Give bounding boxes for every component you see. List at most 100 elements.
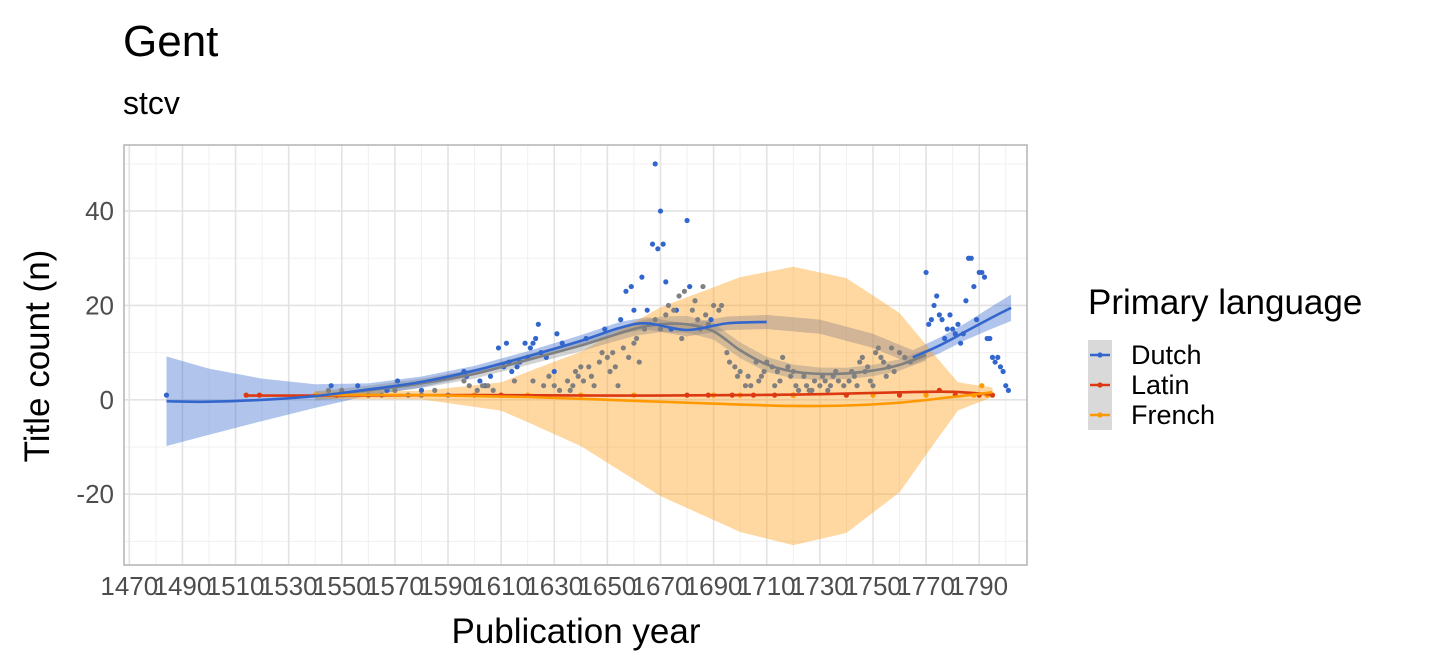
overall-data-point (578, 364, 584, 370)
overall-data-point (867, 378, 873, 384)
dutch-data-point (652, 161, 658, 167)
overall-smooth-line (315, 322, 927, 398)
dutch-data-point (979, 269, 985, 276)
x-tick-label: 1670 (632, 571, 690, 601)
dutch-data-point (355, 383, 361, 389)
y-tick-label: 40 (85, 196, 114, 226)
legend-label-dutch: Dutch (1131, 340, 1202, 370)
overall-data-point (530, 378, 536, 384)
x-axis-ticks: 1470149015101530155015701590161016301650… (100, 571, 1008, 601)
overall-data-point (572, 368, 579, 375)
x-tick-label: 1610 (472, 571, 530, 601)
dutch-data-point (973, 317, 980, 323)
y-tick-label: 0 (100, 385, 114, 415)
dutch-data-point (971, 283, 977, 290)
overall-data-point (732, 364, 738, 370)
overall-data-point (873, 350, 879, 356)
dutch-smooth-line-tail (912, 306, 1012, 359)
dutch-data-point (950, 326, 956, 332)
overall-data-point (811, 378, 818, 384)
overall-data-point (556, 387, 563, 393)
overall-data-point (591, 383, 597, 389)
dutch-data-point (942, 335, 948, 342)
y-axis-ticks: -20 0 20 40 (76, 196, 114, 509)
overall-data-point (392, 387, 398, 393)
overall-data-point (724, 350, 730, 356)
x-tick-label: 1490 (154, 571, 212, 601)
dutch-data-point (939, 317, 945, 323)
dutch-data-point (968, 255, 974, 261)
dutch-data-point (503, 340, 510, 346)
overall-data-point (676, 293, 682, 299)
dutch-data-point (559, 340, 565, 346)
overall-data-point (490, 387, 496, 393)
overall-data-point (772, 383, 778, 389)
dutch-data-point (328, 383, 334, 389)
overall-data-point (777, 378, 783, 384)
x-tick-label: 1710 (738, 571, 796, 601)
overall-data-point (825, 387, 831, 393)
dutch-data-point (944, 326, 950, 332)
overall-data-point (575, 373, 581, 379)
x-tick-label: 1790 (950, 571, 1008, 601)
dutch-data-point (687, 283, 693, 290)
dutch-data-point (623, 288, 629, 294)
overall-data-point (737, 368, 743, 375)
overall-data-point (716, 307, 722, 313)
overall-data-point (859, 354, 865, 360)
chart-title: Gent (123, 17, 218, 66)
overall-data-point (827, 383, 834, 389)
overall-confidence-band (315, 315, 927, 401)
overall-data-point (761, 368, 767, 375)
overall-data-point (891, 368, 897, 375)
major-gridlines (124, 145, 1027, 565)
x-tick-label: 1690 (685, 571, 743, 601)
overall-data-point (636, 359, 642, 365)
legend-label-latin: Latin (1131, 370, 1190, 400)
dutch-data-point (535, 321, 541, 327)
dutch-data-point (1005, 387, 1012, 393)
overall-data-point (570, 383, 576, 389)
overall-data-point (888, 345, 895, 351)
x-tick-label: 1730 (791, 571, 849, 601)
overall-data-point (817, 383, 823, 389)
french-smooth-line (315, 390, 993, 408)
dutch-data-point (527, 345, 533, 351)
dutch-data-point (708, 317, 714, 323)
dutch-data-point (628, 283, 634, 290)
y-axis-title: Title count (n) (18, 250, 57, 463)
overall-data-point (612, 364, 618, 370)
plot-panel (123, 144, 1028, 566)
data-points (163, 161, 1012, 398)
overall-data-point (599, 350, 605, 356)
dutch-data-point (995, 354, 1001, 360)
x-tick-label: 1630 (525, 571, 583, 601)
dutch-data-point (418, 387, 425, 393)
overall-data-point (671, 307, 677, 313)
dutch-data-point (981, 274, 988, 280)
overall-data-point (745, 373, 751, 379)
overall-data-point (325, 387, 332, 393)
overall-data-point (785, 364, 791, 370)
overall-data-point (896, 350, 903, 356)
dutch-data-point (1000, 368, 1006, 375)
chart-subtitle: stcv (123, 85, 180, 121)
overall-data-point (788, 373, 794, 379)
dutch-data-point (495, 345, 502, 351)
overall-data-point (586, 364, 592, 370)
dutch-data-point (923, 269, 929, 276)
overall-data-point (793, 383, 799, 389)
overall-data-point (835, 378, 842, 384)
latin-data-point (896, 392, 903, 398)
overall-data-point (633, 335, 640, 342)
dutch-data-point (663, 279, 669, 285)
dutch-data-point (618, 317, 624, 323)
x-tick-label: 1770 (897, 571, 955, 601)
overall-data-point (875, 345, 881, 351)
x-tick-label: 1570 (366, 571, 424, 601)
dutch-data-point (649, 241, 656, 247)
overall-data-point (567, 387, 573, 393)
x-tick-label: 1510 (207, 571, 265, 601)
dutch-data-point (533, 335, 539, 342)
